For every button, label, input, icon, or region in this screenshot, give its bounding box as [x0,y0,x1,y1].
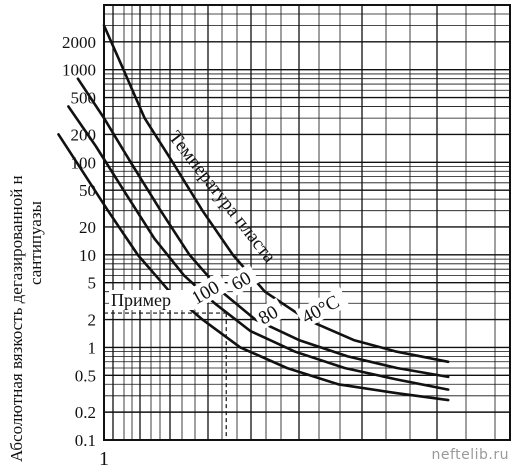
y-tick-label: 1 [88,338,97,357]
y-tick-label: 1000 [62,61,96,80]
y-tick-label: 100 [71,153,97,172]
curve-0 [102,24,450,364]
y-axis-title-line2: сантипуазы [26,201,45,285]
y-tick-label: 5 [88,274,97,293]
curve-2 [67,105,450,391]
y-tick-labels: 2000 1000 500 200 100 50 20 10 5 2 1 0.5 0.2 0.1 [62,33,96,450]
curve-label-bg [224,263,260,296]
curve-label-bg [251,297,287,330]
example-label-bg [109,290,193,310]
curve-1 [76,77,450,379]
y-tick-label: 10 [79,246,96,265]
example-label: Пример [111,290,171,310]
curves [57,24,450,402]
y-tick-label: 50 [79,181,96,200]
x-tick-label: 1 [99,448,109,469]
y-tick-label: 0.2 [75,403,96,422]
example-lines [104,312,227,440]
watermark: neftelib.ru [431,447,509,463]
y-tick-label: 0.1 [75,431,96,450]
curve-3 [57,133,450,402]
y-tick-label: 2 [88,311,97,330]
y-tick-label: 200 [71,125,97,144]
curve-label-bg [184,272,230,310]
y-axis-title-line1: Абсолютная вязкость дегазированной н [7,175,26,462]
y-tick-label: 2000 [62,33,96,52]
plot-frame [103,4,511,441]
curve-label-bg [295,286,350,329]
y-tick-label: 20 [79,218,96,237]
x-tick-labels: 1 [99,448,109,469]
y-tick-label: 0.5 [75,366,96,385]
y-tick-label: 500 [71,89,97,108]
